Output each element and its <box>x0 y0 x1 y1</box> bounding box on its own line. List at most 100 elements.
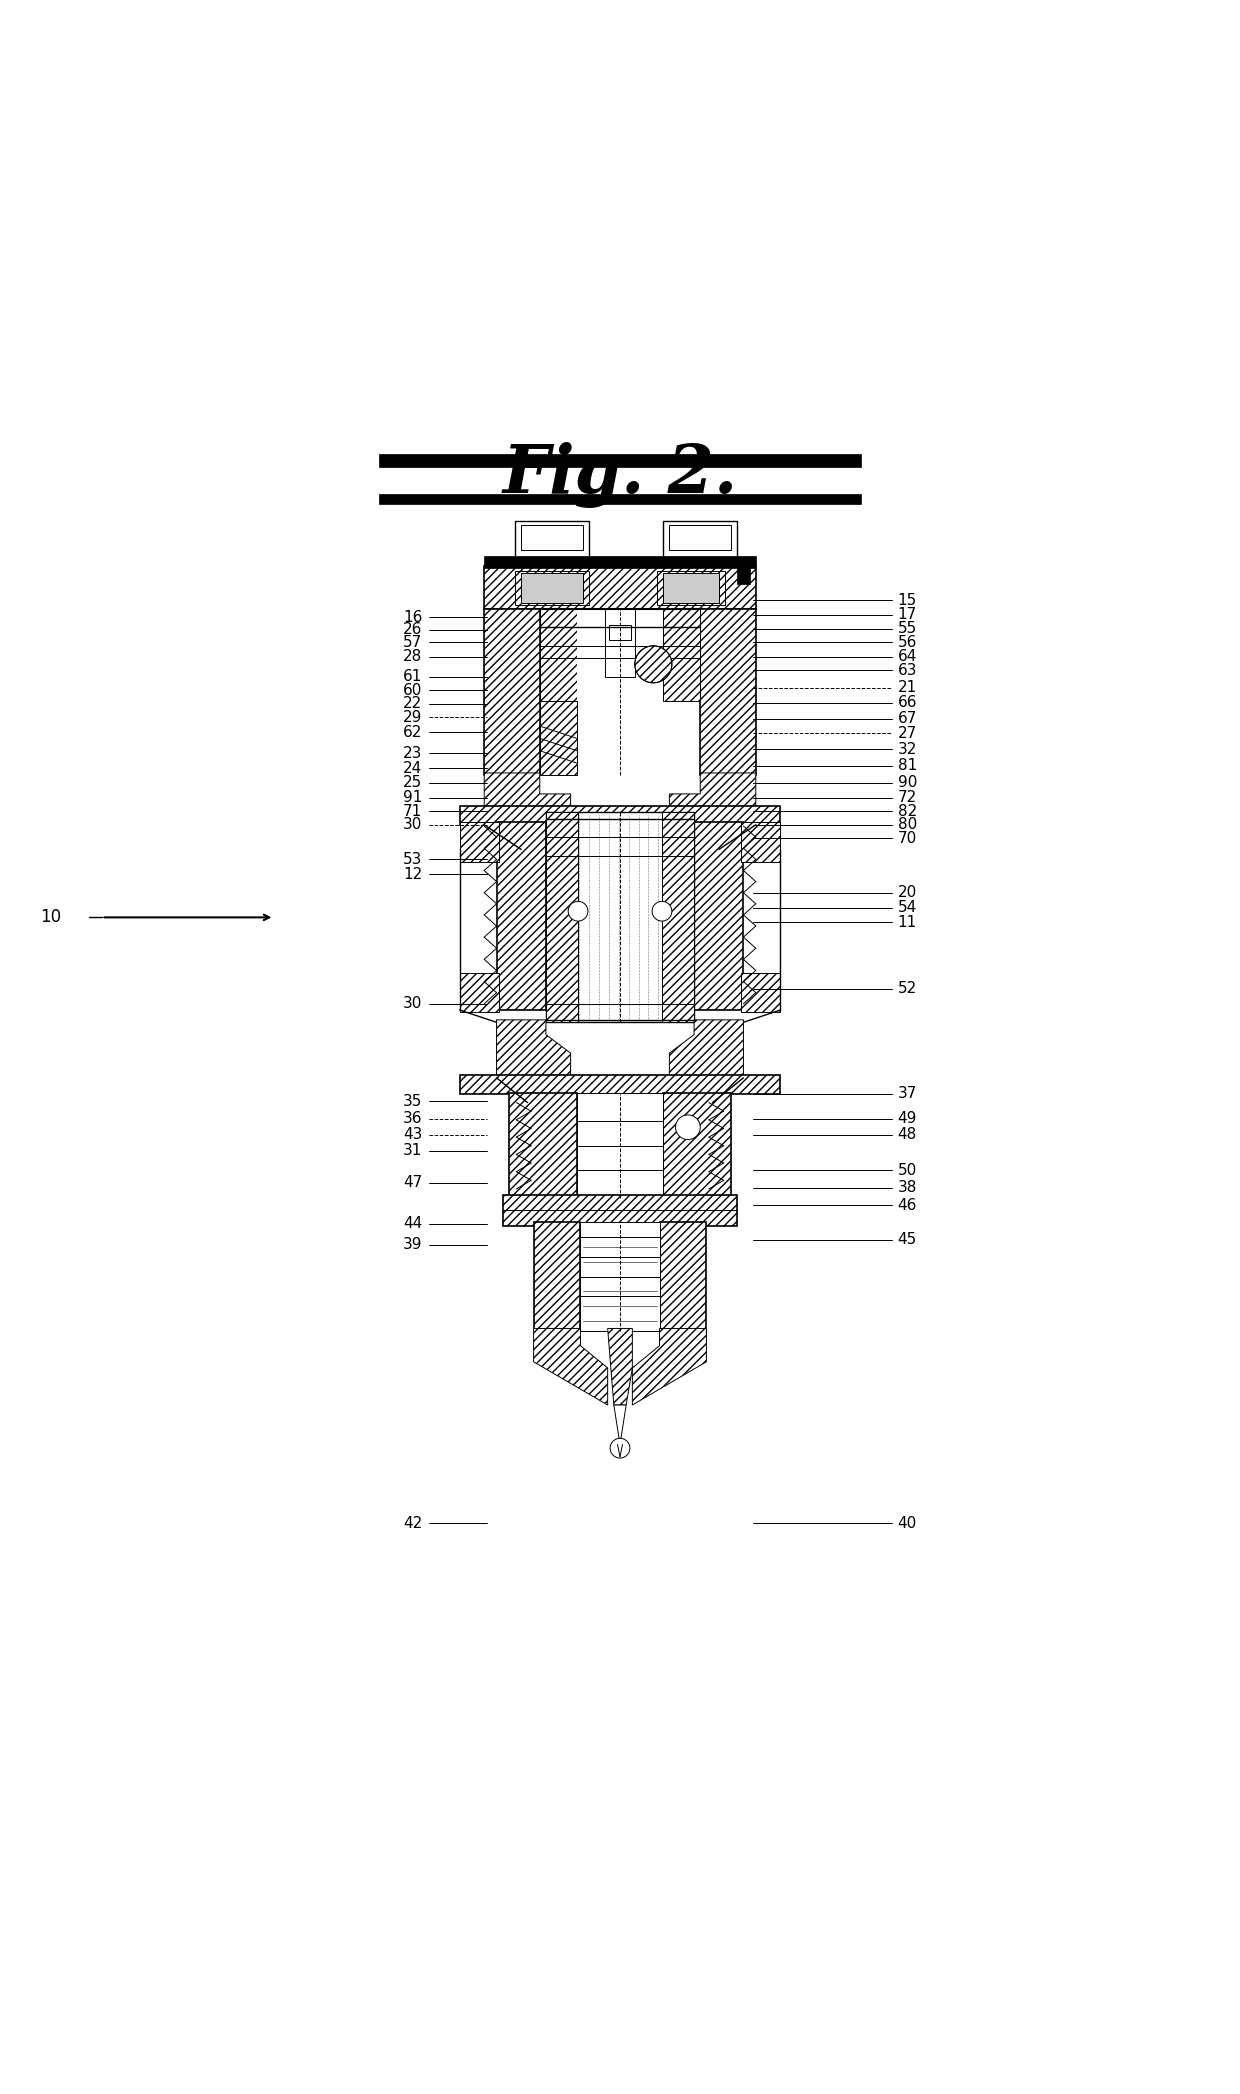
Text: 30: 30 <box>403 997 423 1011</box>
Bar <box>657 570 725 605</box>
Text: 23: 23 <box>403 745 423 760</box>
Bar <box>663 1093 732 1198</box>
Text: Fig. 2.: Fig. 2. <box>502 442 738 509</box>
Bar <box>660 1223 707 1332</box>
Text: 35: 35 <box>403 1093 423 1110</box>
Text: 26: 26 <box>403 622 423 637</box>
Bar <box>546 812 578 1022</box>
Text: 20: 20 <box>898 886 918 900</box>
Text: 46: 46 <box>898 1198 918 1212</box>
Polygon shape <box>670 773 756 812</box>
Text: 66: 66 <box>898 695 918 710</box>
Text: 24: 24 <box>403 760 423 775</box>
Bar <box>484 555 756 567</box>
Text: 91: 91 <box>403 789 423 804</box>
Text: 44: 44 <box>403 1217 423 1231</box>
Circle shape <box>635 645 672 683</box>
Bar <box>539 701 577 775</box>
Bar <box>663 574 719 603</box>
Polygon shape <box>670 1020 744 1078</box>
Bar <box>670 526 732 549</box>
Text: 39: 39 <box>403 1238 423 1252</box>
Text: 37: 37 <box>898 1087 918 1101</box>
Polygon shape <box>533 1328 608 1405</box>
Bar <box>539 609 577 701</box>
Bar <box>515 521 589 559</box>
Polygon shape <box>632 1328 707 1405</box>
Bar <box>379 454 861 467</box>
Text: 27: 27 <box>898 727 918 741</box>
Text: 56: 56 <box>898 634 918 649</box>
Bar <box>460 1076 780 1093</box>
Bar <box>742 823 780 863</box>
Text: 36: 36 <box>403 1112 423 1127</box>
Bar <box>484 609 539 775</box>
Text: 53: 53 <box>403 852 423 867</box>
Bar <box>379 494 861 505</box>
Text: 29: 29 <box>403 710 423 725</box>
Circle shape <box>610 1439 630 1457</box>
Bar <box>701 609 756 775</box>
Text: 43: 43 <box>403 1127 423 1141</box>
Polygon shape <box>484 773 570 812</box>
Circle shape <box>568 900 588 921</box>
Text: 50: 50 <box>898 1162 918 1179</box>
Text: 60: 60 <box>403 683 423 697</box>
Text: 45: 45 <box>898 1231 918 1248</box>
Text: 17: 17 <box>898 607 918 622</box>
Text: 80: 80 <box>898 817 918 831</box>
Text: 12: 12 <box>403 867 423 882</box>
Text: 10: 10 <box>40 909 61 926</box>
Bar <box>663 609 701 701</box>
Text: 62: 62 <box>403 725 423 739</box>
Bar <box>577 1093 663 1198</box>
Text: 21: 21 <box>898 681 918 695</box>
Text: 22: 22 <box>403 697 423 712</box>
Text: 30: 30 <box>403 817 423 831</box>
Text: 47: 47 <box>403 1175 423 1189</box>
Text: 64: 64 <box>898 649 918 664</box>
Polygon shape <box>496 1020 570 1078</box>
Text: 70: 70 <box>898 831 918 846</box>
Bar <box>502 1196 738 1225</box>
Text: 81: 81 <box>898 758 918 773</box>
Text: 71: 71 <box>403 804 423 819</box>
Text: 90: 90 <box>898 775 918 789</box>
Text: 32: 32 <box>898 741 918 758</box>
Text: 25: 25 <box>403 775 423 789</box>
Text: 72: 72 <box>898 789 918 804</box>
Text: 49: 49 <box>898 1112 918 1127</box>
Bar <box>546 812 694 1022</box>
Bar <box>484 565 756 609</box>
Bar <box>460 806 780 825</box>
Bar <box>742 974 780 1011</box>
Bar <box>694 823 744 1009</box>
Bar <box>496 823 546 1009</box>
Text: 67: 67 <box>898 712 918 727</box>
Text: 63: 63 <box>898 664 918 678</box>
Bar <box>663 521 738 559</box>
Text: 11: 11 <box>898 915 918 930</box>
Bar <box>738 557 750 584</box>
Text: 52: 52 <box>898 982 918 997</box>
Bar <box>580 1223 660 1332</box>
Bar <box>605 609 635 676</box>
Text: 31: 31 <box>403 1143 423 1158</box>
Text: 57: 57 <box>403 634 423 649</box>
Text: 55: 55 <box>898 622 918 637</box>
Text: 16: 16 <box>403 609 423 624</box>
Bar <box>609 624 631 639</box>
Text: 42: 42 <box>403 1516 423 1531</box>
Text: 82: 82 <box>898 804 918 819</box>
Bar <box>460 974 498 1011</box>
Text: 15: 15 <box>898 593 918 607</box>
Circle shape <box>652 900 672 921</box>
Bar <box>521 526 583 549</box>
Bar <box>460 823 498 863</box>
Text: 54: 54 <box>898 900 918 915</box>
Bar <box>533 1223 580 1332</box>
Text: 61: 61 <box>403 670 423 685</box>
Text: 38: 38 <box>898 1181 918 1196</box>
Text: 28: 28 <box>403 649 423 664</box>
Polygon shape <box>614 1405 626 1445</box>
